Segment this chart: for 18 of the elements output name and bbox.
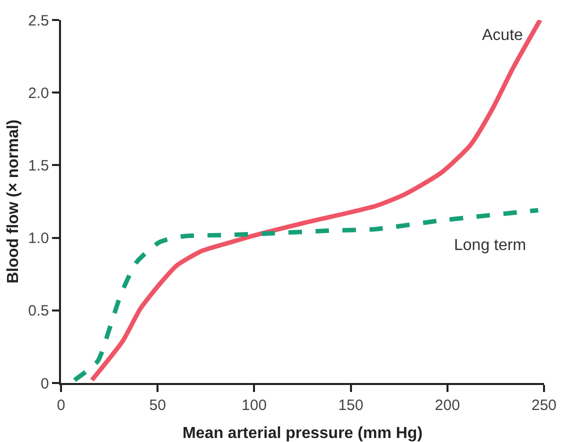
y-tick-label: 1.5 [28,157,49,174]
line-series [90,20,542,382]
y-tick-label: 2.0 [28,84,49,102]
x-axis-title: Mean arterial pressure (mm Hg) [182,425,423,442]
x-tick-label: 50 [149,397,166,414]
x-tick-label: 250 [531,397,557,414]
y-axis-title: Blood flow (× normal) [5,120,22,284]
y-tick-label: 1.0 [28,230,49,248]
x-tick-label: 100 [242,397,267,414]
y-tick-label: 2.5 [28,12,49,30]
y-tick-label: 0.5 [28,302,49,320]
x-tick-label: 0 [56,397,66,414]
series-label: Long term [454,237,526,254]
y-tick-label: 0 [40,375,49,392]
x-tick-label: 150 [338,397,364,414]
series-label: Acute [482,27,524,44]
line-series [72,208,540,382]
x-tick-label: 200 [434,397,460,414]
